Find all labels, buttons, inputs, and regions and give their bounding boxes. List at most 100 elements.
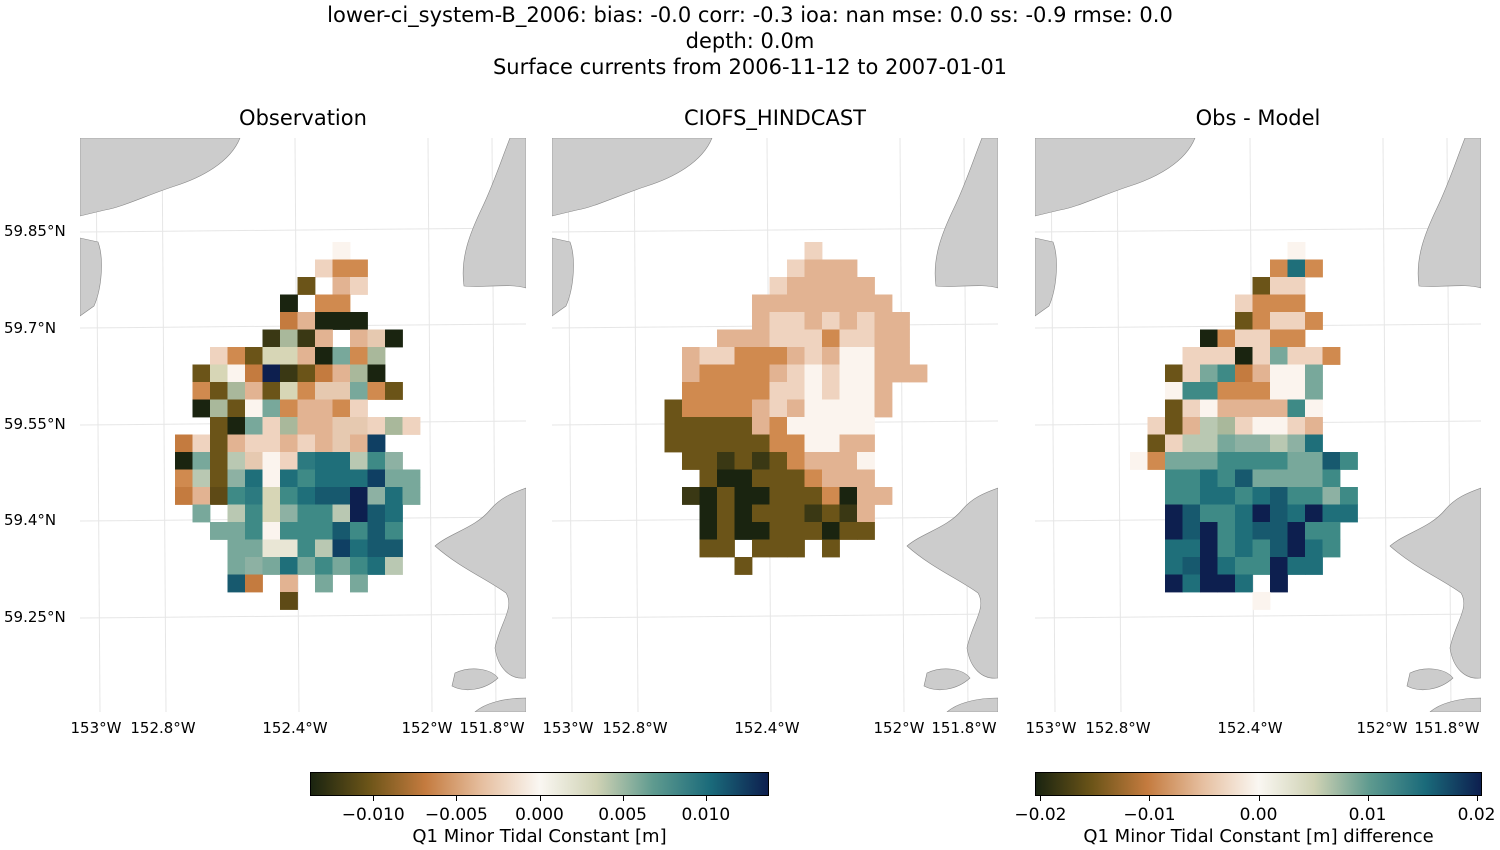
grid-cell — [717, 417, 735, 435]
grid-cell — [769, 312, 788, 330]
colorbar-tick-mark — [1367, 796, 1369, 801]
grid-cell — [367, 469, 386, 488]
grid-cell — [1235, 364, 1253, 383]
land-mass — [552, 237, 574, 317]
grid-cell — [804, 452, 823, 470]
grid-cell — [332, 487, 351, 505]
grid-cell — [227, 504, 246, 523]
grid-cell — [350, 574, 368, 593]
grid-cell — [752, 487, 770, 505]
grid-cell — [717, 399, 735, 418]
grid-cell — [822, 434, 840, 453]
land-mass — [451, 668, 499, 691]
grid-cell — [1287, 294, 1306, 313]
grid-cell — [787, 487, 805, 505]
grid-cell — [1147, 434, 1166, 453]
grid-cell — [787, 329, 805, 348]
colorbar-tick-label: 0.02 — [1457, 805, 1496, 825]
grid-cell — [315, 487, 333, 505]
grid-cell — [1287, 539, 1306, 558]
grid-cell — [1287, 399, 1306, 418]
grid-cell — [1252, 347, 1271, 365]
grid-cell — [874, 399, 893, 418]
grid-cell — [297, 469, 316, 488]
grid-cell — [857, 399, 875, 418]
lon-label-152-4: 152.4°W — [734, 719, 800, 737]
grid-cell — [787, 382, 805, 400]
grid-cell — [804, 294, 823, 313]
grid-cell — [1217, 399, 1236, 418]
grid-cell — [245, 574, 263, 593]
grid-cell — [1270, 434, 1288, 453]
grid-cell — [1200, 557, 1218, 575]
grid-cell — [734, 399, 753, 418]
grid-cell — [280, 434, 298, 453]
grid-cell — [280, 364, 298, 383]
grid-cell — [734, 522, 753, 540]
grid-cell — [717, 382, 735, 400]
grid-cell — [1252, 557, 1271, 575]
lon-label-152-8: 152.8°W — [1085, 719, 1151, 737]
parallel-gridline — [1035, 613, 1481, 619]
grid-cell — [297, 539, 316, 558]
grid-cell — [280, 417, 298, 435]
grid-cell — [280, 487, 298, 505]
grid-cell — [1287, 312, 1306, 330]
grid-cell — [1217, 434, 1236, 453]
grid-cell — [385, 417, 403, 435]
grid-cell — [892, 312, 910, 330]
grid-cell — [1217, 417, 1236, 435]
grid-cell — [1270, 504, 1288, 523]
colorbar-value-label: Q1 Minor Tidal Constant [m] — [412, 826, 667, 847]
grid-cell — [787, 452, 805, 470]
grid-cell — [839, 312, 858, 330]
grid-cell — [227, 557, 246, 575]
grid-cell — [752, 312, 770, 330]
grid-cell — [769, 294, 788, 313]
grid-cell — [1270, 452, 1288, 470]
grid-cell — [787, 259, 805, 278]
grid-cell — [699, 347, 718, 365]
map-difference-svg — [1035, 138, 1481, 712]
grid-cell — [717, 487, 735, 505]
grid-cell — [350, 364, 368, 383]
grid-cell — [1252, 382, 1271, 400]
colorbar-tick-label: −0.005 — [424, 805, 488, 825]
grid-cell — [909, 364, 928, 383]
grid-cell — [787, 364, 805, 383]
grid-cell — [210, 522, 228, 540]
grid-cell — [1235, 487, 1253, 505]
land-mass — [906, 487, 998, 679]
grid-cell — [1252, 539, 1271, 558]
grid-cell — [664, 399, 683, 418]
grid-cell — [350, 347, 368, 365]
grid-cell — [752, 347, 770, 365]
grid-cell — [857, 434, 875, 453]
grid-cell — [1182, 539, 1201, 558]
lon-label-152: 152°W — [1356, 719, 1408, 737]
lon-label-151-8: 151.8°W — [1414, 719, 1480, 737]
grid-cell — [227, 522, 246, 540]
grid-cell — [192, 364, 211, 383]
colorbar-tick-mark — [1476, 796, 1478, 801]
grid-cell — [1235, 434, 1253, 453]
grid-cell — [315, 469, 333, 488]
grid-cell — [1182, 522, 1201, 540]
grid-cell — [1200, 574, 1218, 593]
grid-cell — [262, 382, 281, 400]
grid-cell — [332, 277, 351, 295]
grid-cell — [315, 312, 333, 330]
grid-cell — [769, 382, 788, 400]
grid-cell — [350, 522, 368, 540]
grid-cell — [332, 557, 351, 575]
panel-title-observation: Observation — [239, 106, 367, 130]
grid-cell — [210, 417, 228, 435]
grid-cell — [350, 452, 368, 470]
grid-cell — [1270, 294, 1288, 313]
grid-cell — [787, 417, 805, 435]
grid-cell — [892, 364, 910, 383]
grid-cell — [664, 417, 683, 435]
grid-cell — [752, 399, 770, 418]
grid-cell — [385, 452, 403, 470]
parallel-gridline — [80, 613, 526, 619]
